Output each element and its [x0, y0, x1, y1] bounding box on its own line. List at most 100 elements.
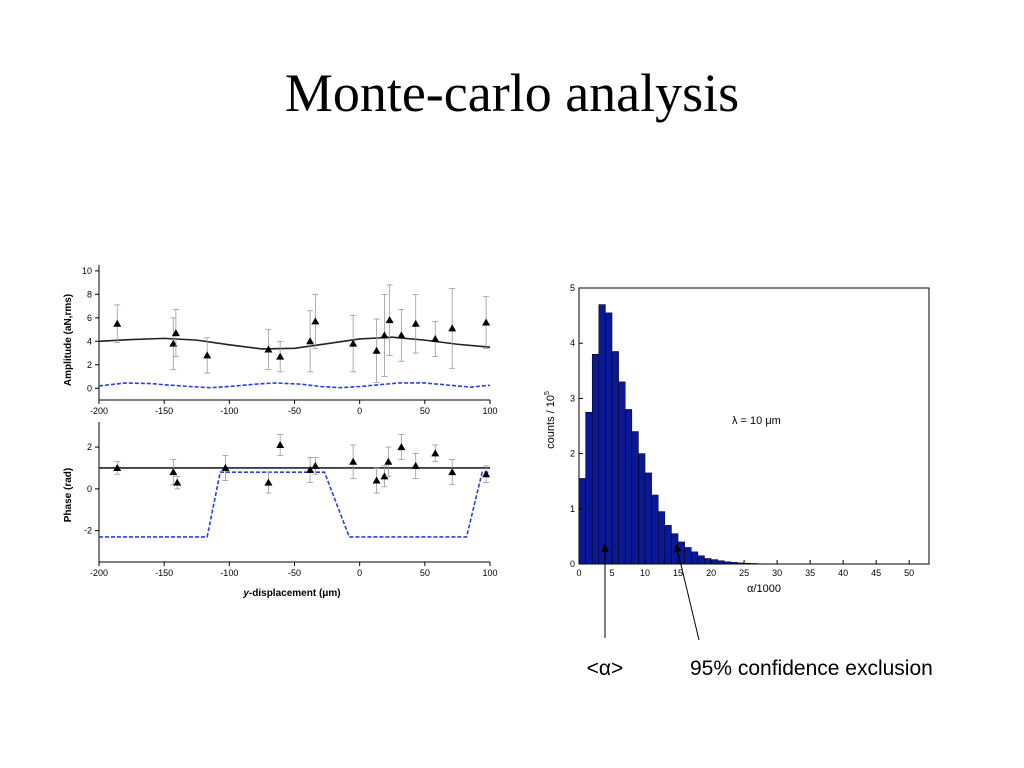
- phase-chart: -200 -150 -100 -50 0 50 100 -2 0 2: [84, 422, 498, 578]
- histogram-x-tick-label: 45: [871, 568, 881, 578]
- histogram-y-tick-label: 0: [570, 559, 575, 569]
- phase-data-point: [306, 466, 315, 474]
- amplitude-data-point: [169, 339, 178, 347]
- amplitude-data-point: [385, 316, 394, 324]
- histogram-bar: [730, 562, 738, 565]
- phase-x-tick-label: 50: [420, 568, 430, 578]
- phase-y-tick-label: 2: [87, 442, 92, 452]
- mean-alpha-label: <α>: [587, 657, 624, 680]
- amplitude-data-point: [380, 331, 389, 339]
- histogram-bar: [677, 541, 685, 565]
- histogram-y-tick-label: 4: [570, 338, 575, 348]
- phase-data-point: [311, 461, 320, 469]
- phase-xlabel-rest: -displacement (μm): [249, 588, 341, 599]
- phase-data-point: [482, 470, 491, 478]
- amplitude-x-tick-label: -100: [220, 406, 238, 416]
- phase-data-point: [397, 443, 406, 451]
- histogram-x-tick-label: 10: [640, 568, 650, 578]
- histogram-y-tick-label: 5: [570, 283, 575, 293]
- amplitude-data-point: [349, 339, 358, 347]
- histogram-bar: [664, 525, 672, 565]
- phase-y-tick-label: 0: [87, 484, 92, 494]
- phase-data-point: [372, 476, 381, 484]
- phase-data-point: [221, 463, 230, 471]
- phase-data-point: [113, 463, 122, 471]
- histogram-bar: [585, 411, 593, 565]
- phase-dashed-curve: [99, 471, 490, 538]
- histogram-bar: [724, 561, 732, 565]
- amplitude-x-tick-label: -200: [90, 406, 108, 416]
- amplitude-data-point: [311, 317, 320, 325]
- exclusion-label: 95% confidence exclusion: [690, 657, 933, 680]
- histogram-bar: [624, 409, 633, 565]
- amplitude-y-tick-label: 10: [82, 266, 92, 276]
- histogram-bar: [737, 562, 745, 565]
- histogram-bar: [657, 511, 666, 565]
- histogram-x-tick-label: 20: [706, 568, 716, 578]
- histogram-bar: [691, 551, 699, 565]
- slide-title: Monte-carlo analysis: [284, 63, 740, 123]
- amplitude-data-point: [397, 331, 406, 339]
- histogram-bar: [684, 547, 692, 565]
- amplitude-data-point: [306, 337, 315, 345]
- histogram-bar: [717, 560, 725, 565]
- phase-x-tick-label: 0: [357, 568, 362, 578]
- amplitude-data-point: [113, 319, 122, 327]
- histogram-x-tick-label: 0: [576, 568, 581, 578]
- histogram-bar: [750, 563, 758, 565]
- amplitude-data-point: [448, 324, 457, 332]
- amplitude-y-tick-label: 6: [87, 313, 92, 323]
- phase-x-tick-label: -150: [155, 568, 173, 578]
- histogram-x-tick-label: 50: [904, 568, 914, 578]
- amplitude-y-tick-label: 8: [87, 289, 92, 299]
- histogram-ylabel-exp: 5: [544, 391, 551, 395]
- phase-x-tick-label: -200: [90, 568, 108, 578]
- phase-x-tick-label: 100: [482, 568, 497, 578]
- amplitude-data-point: [171, 329, 180, 337]
- amplitude-x-tick-label: -150: [155, 406, 173, 416]
- histogram-bar: [651, 494, 659, 565]
- histogram-bar: [743, 562, 751, 565]
- amplitude-x-tick-label: 0: [357, 406, 362, 416]
- phase-ylabel: Phase (rad): [63, 468, 74, 522]
- phase-data-point: [264, 478, 273, 486]
- histogram-x-tick-label: 40: [838, 568, 848, 578]
- histogram-bar: [631, 431, 639, 565]
- histogram-bar: [704, 558, 712, 565]
- histogram-x-tick-label: 35: [805, 568, 815, 578]
- histogram-bar: [638, 453, 646, 565]
- exclusion-arrow: [674, 544, 700, 641]
- amplitude-y-tick-label: 0: [87, 383, 92, 393]
- phase-data-point: [411, 461, 420, 469]
- amplitude-chart: -200 -150 -100 -50 0 50 100 0 2 4 6 8 10: [82, 265, 498, 416]
- histogram-bar: [710, 559, 718, 565]
- histogram-bar: [611, 351, 619, 565]
- phase-data-point: [448, 468, 457, 476]
- histogram-bar: [618, 381, 626, 565]
- amplitude-data-point: [264, 345, 273, 353]
- histogram-y-tick-label: 1: [570, 504, 575, 514]
- lambda-annotation: λ = 10 μm: [732, 415, 781, 427]
- amplitude-y-tick-label: 4: [87, 336, 92, 346]
- phase-data-point: [380, 472, 389, 480]
- amplitude-y-tick-label: 2: [87, 360, 92, 370]
- amplitude-x-tick-label: 100: [482, 406, 497, 416]
- histogram-y-tick-label: 2: [570, 449, 575, 459]
- amplitude-ylabel: Amplitude (aN,rms): [63, 294, 74, 386]
- histogram-xlabel: α/1000: [747, 583, 781, 595]
- amplitude-dashed-curve: [98, 382, 491, 389]
- histogram-bar: [591, 353, 600, 565]
- phase-xlabel: y-displacement (μm): [242, 588, 340, 599]
- histogram-bar: [598, 304, 606, 565]
- amplitude-data-point: [372, 346, 381, 354]
- phase-x-tick-label: -50: [288, 568, 301, 578]
- amplitude-data-point: [203, 351, 212, 359]
- phase-data-point: [384, 457, 393, 465]
- amplitude-data-point: [276, 352, 285, 360]
- phase-xlabel-prefix: y: [242, 588, 249, 599]
- histogram-bar: [605, 312, 613, 565]
- histogram-x-tick-label: 30: [772, 568, 782, 578]
- phase-data-point: [169, 468, 178, 476]
